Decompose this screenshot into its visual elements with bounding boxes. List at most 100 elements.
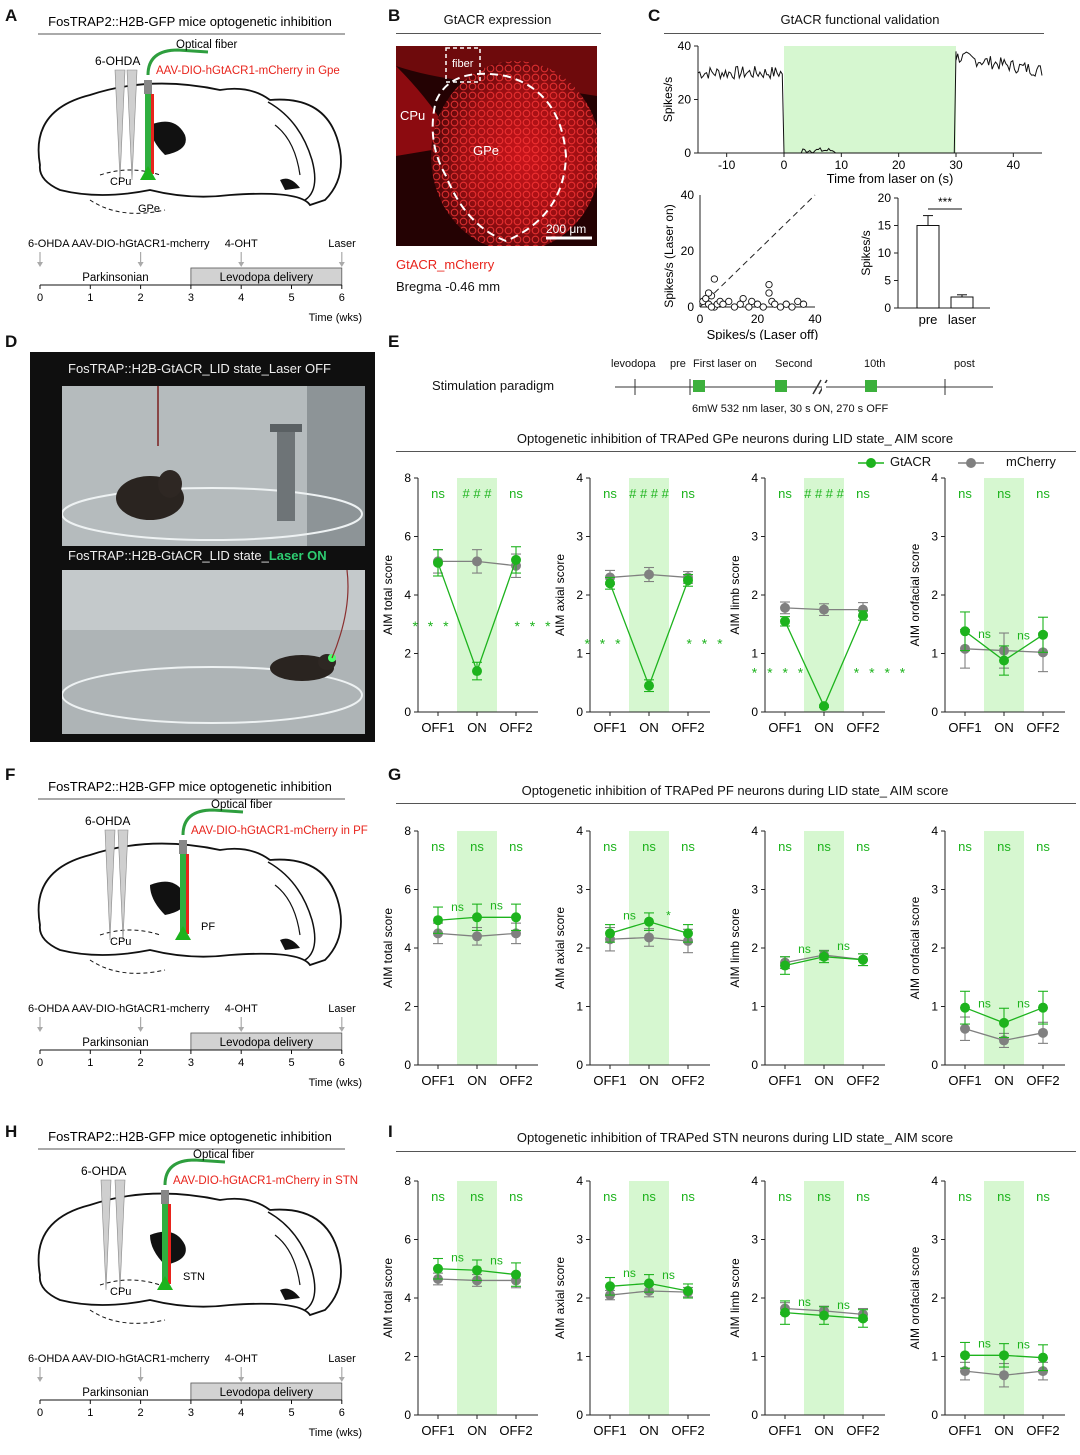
sig-mid: * bbox=[666, 909, 671, 923]
data-point-gtacr bbox=[819, 701, 829, 712]
phase2-label: Levodopa delivery bbox=[220, 1037, 314, 1049]
fiber-ferrule bbox=[144, 80, 152, 94]
spike-trace-line bbox=[697, 51, 1043, 154]
legend: GtACR mCherry bbox=[856, 454, 1066, 472]
y-tick-label: 1 bbox=[576, 1350, 583, 1364]
panel-label-a: A bbox=[5, 6, 18, 25]
data-point-mcherry bbox=[1038, 1027, 1048, 1038]
ev-pre: pre bbox=[670, 358, 686, 370]
scatter-point bbox=[725, 297, 733, 306]
timeline-xlabel: Time (wks) bbox=[309, 1077, 362, 1089]
scatter-point bbox=[753, 300, 762, 308]
y-tick-label: 4 bbox=[404, 941, 411, 955]
x-tick-label: 20 bbox=[892, 158, 906, 172]
y-tick-label: 1 bbox=[576, 647, 583, 661]
fiber-shaft bbox=[180, 854, 186, 934]
panel-b-title: GtACR expression bbox=[443, 12, 552, 27]
y-axis-label: AIM limb score bbox=[728, 1258, 742, 1338]
event-label: Laser bbox=[328, 1353, 356, 1365]
y-tick-label: 4 bbox=[751, 824, 758, 838]
legend-mcherry: mCherry bbox=[1006, 454, 1056, 469]
data-point-gtacr bbox=[780, 1307, 790, 1318]
sig-top: # # # bbox=[463, 486, 493, 501]
data-point-gtacr bbox=[960, 1002, 970, 1013]
x-tick-label: laser bbox=[948, 312, 977, 327]
sig-top: ns bbox=[642, 1189, 656, 1204]
y-tick-label: 2 bbox=[751, 941, 758, 955]
sig-top: ns bbox=[431, 1189, 445, 1204]
y-tick-label: 4 bbox=[751, 471, 758, 485]
x-tick-label: ON bbox=[814, 1073, 834, 1088]
x-tick-label: ON bbox=[639, 1423, 659, 1438]
event-label: 4-OHT bbox=[225, 1003, 258, 1015]
x-tick-label: OFF1 bbox=[948, 1073, 981, 1088]
scatter-point bbox=[748, 297, 756, 306]
y-tick-label: 0 bbox=[576, 705, 583, 719]
data-point-gtacr bbox=[858, 954, 868, 965]
data-point-gtacr bbox=[472, 912, 482, 923]
injection-needle bbox=[104, 829, 116, 941]
event-arrowhead bbox=[238, 1027, 245, 1032]
scatter-point bbox=[788, 303, 796, 311]
sig-top: ns bbox=[856, 839, 870, 854]
sig-top: ns bbox=[470, 839, 484, 854]
y-tick-label: 2 bbox=[576, 941, 583, 955]
sig-right: * * * bbox=[686, 635, 725, 651]
sig-top: ns bbox=[642, 839, 656, 854]
y-tick-label: 20 bbox=[878, 191, 892, 205]
injection-needle bbox=[114, 69, 126, 181]
sig-top: ns bbox=[431, 486, 445, 501]
x-tick-label: ON bbox=[994, 1073, 1014, 1088]
scatter-point bbox=[794, 297, 802, 306]
sig-left: * * * bbox=[584, 635, 623, 651]
sig-top: ns bbox=[778, 839, 792, 854]
timeline-tick-label: 3 bbox=[188, 1057, 194, 1069]
event-arrowhead bbox=[137, 1377, 144, 1382]
scatter-point bbox=[782, 300, 790, 308]
sig-top: ns bbox=[603, 1189, 617, 1204]
aim-chart-g4: 0 1 2 3 4 OFF1 ON OFF2 AIM orofacial score ns ns ns… bbox=[908, 824, 1065, 1088]
video-frames: FosTRAP::H2B-GtACR_LID state_Laser OFF F… bbox=[30, 352, 375, 742]
sig-top: ns bbox=[997, 1189, 1011, 1204]
event-label: Laser bbox=[328, 238, 356, 250]
data-point-mcherry bbox=[1038, 1366, 1048, 1377]
data-point-mcherry bbox=[819, 604, 829, 615]
timeline-tick-label: 1 bbox=[87, 1057, 93, 1069]
y-tick-label: 8 bbox=[404, 1174, 411, 1188]
fiber-shaft bbox=[162, 1204, 168, 1284]
data-point-gtacr bbox=[433, 557, 443, 568]
x-tick-label: ON bbox=[994, 1423, 1014, 1438]
y-tick-label: 8 bbox=[404, 824, 411, 838]
dashed-region bbox=[99, 1279, 161, 1286]
fiber-cable bbox=[146, 48, 209, 76]
gpe-label: GPe bbox=[473, 143, 500, 158]
data-point-gtacr bbox=[999, 1017, 1009, 1028]
ventricle bbox=[150, 881, 186, 915]
sig-top: ns bbox=[856, 1189, 870, 1204]
x-tick-label: OFF1 bbox=[948, 1423, 981, 1438]
region-label: STN bbox=[183, 1271, 205, 1283]
aim-chart-e4: 0 1 2 3 4 OFF1 ON OFF2 AIM orofacial score ns ns ns… bbox=[908, 471, 1065, 735]
panel-a-schematic: FosTRAP2::H2B-GFP mice optogenetic inhib… bbox=[0, 0, 385, 330]
sig-mid: ns bbox=[798, 1295, 811, 1309]
event-label: 6-OHDA bbox=[28, 1353, 70, 1365]
y-tick-label: 1 bbox=[751, 1000, 758, 1014]
ev-tenth: 10th bbox=[864, 358, 886, 370]
fiber-label: Optical fiber bbox=[176, 39, 238, 51]
region-label: PF bbox=[201, 921, 215, 933]
cpu-label: CPu bbox=[400, 108, 426, 123]
y-tick-label: 2 bbox=[404, 647, 411, 661]
data-point-gtacr bbox=[999, 655, 1009, 666]
aim-chart-i2: 0 1 2 3 4 OFF1 ON OFF2 AIM axial score ns ns ns ns ns bbox=[553, 1174, 710, 1438]
timeline-tick-label: 1 bbox=[87, 1407, 93, 1419]
aim-chart-e2: 0 1 2 3 4 OFF1 ON OFF2 AIM axial score ns # # # # n… bbox=[553, 471, 725, 735]
event-arrowhead bbox=[137, 262, 144, 267]
x-tick-label: 10 bbox=[835, 158, 849, 172]
toxin-label: 6-OHDA bbox=[85, 814, 130, 828]
data-point-gtacr bbox=[683, 575, 693, 586]
sig-mid: ns bbox=[662, 1268, 675, 1282]
data-point-gtacr bbox=[605, 578, 615, 589]
event-label: AAV-DIO-hGtACR1-mcherry bbox=[72, 1353, 210, 1365]
y-tick-label: 3 bbox=[576, 530, 583, 544]
fiber-label: Optical fiber bbox=[211, 799, 273, 811]
